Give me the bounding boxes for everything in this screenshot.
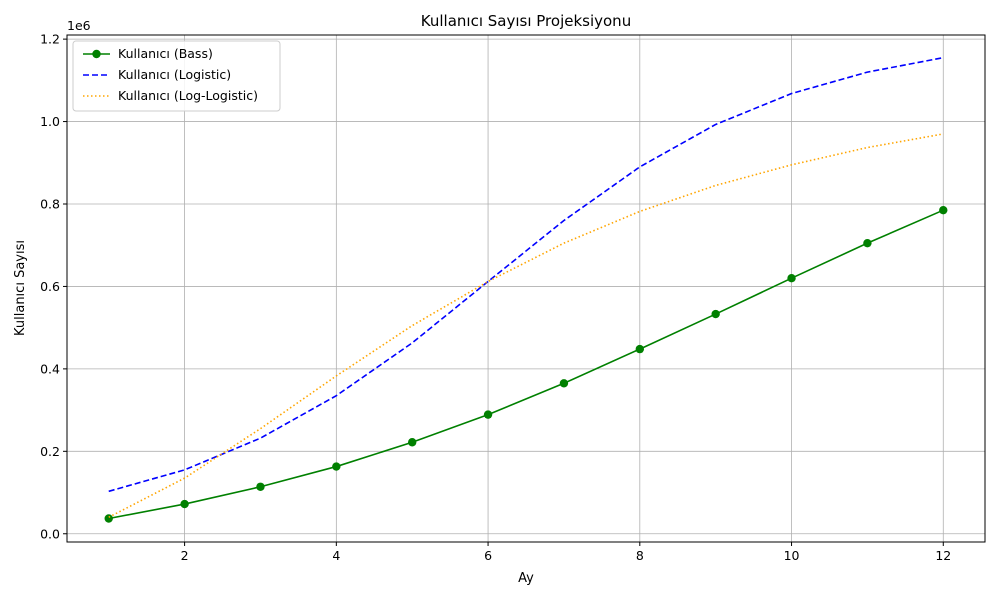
series-layer [104, 56, 948, 523]
data-point-bass [559, 379, 569, 388]
legend-label-bass: Kullanıcı (Bass) [118, 46, 213, 61]
data-point-bass [711, 309, 720, 319]
x-tick-label: 8 [636, 548, 644, 563]
legend-label-logistic: Kullanıcı (Logistic) [118, 67, 231, 82]
x-tick-label: 4 [332, 548, 340, 563]
series-line-logistic [108, 56, 944, 493]
x-tick-label: 2 [181, 548, 189, 563]
x-tick-label: 6 [484, 548, 492, 563]
chart-title: Kullanıcı Sayısı Projeksiyonu [421, 12, 631, 30]
x-tick-label: 12 [935, 548, 951, 563]
y-tick-label: 0.8 [40, 197, 60, 212]
y-tick-label: 0.0 [40, 526, 60, 541]
data-point-bass [863, 238, 872, 248]
data-point-bass [407, 438, 417, 447]
data-point-bass [939, 205, 948, 215]
data-point-bass [180, 499, 189, 509]
y-tick-label: 1.0 [40, 114, 60, 129]
data-point-bass [787, 273, 796, 283]
legend-label-log-logistic: Kullanıcı (Log-Logistic) [118, 88, 258, 103]
series-line-log-logistic [108, 133, 944, 518]
plot-frame [66, 34, 986, 543]
y-axis-offset-text: 1e6 [67, 18, 91, 33]
data-point-bass [332, 462, 341, 471]
axis-ticks: 2 4 6 8 10 12 0.0 0.2 0.4 0.6 0.8 1.0 1.2 [40, 32, 951, 563]
legend: Kullanıcı (Bass) Kullanıcı (Logistic) Ku… [72, 40, 281, 112]
y-tick-label: 0.6 [40, 279, 60, 294]
data-point-bass [635, 344, 645, 354]
y-tick-label: 1.2 [40, 32, 60, 47]
x-tick-label: 10 [784, 548, 800, 563]
y-axis-label: Kullanıcı Sayısı [13, 240, 28, 336]
grid [67, 35, 985, 542]
data-point-bass [483, 410, 493, 419]
legend-marker-bass [92, 49, 101, 59]
data-point-bass [256, 482, 265, 491]
series-line-bass [108, 209, 944, 520]
y-tick-label: 0.4 [40, 361, 60, 376]
y-tick-label: 0.2 [40, 444, 60, 459]
legend-box [72, 40, 281, 112]
x-axis-label: Ay [518, 571, 534, 586]
data-point-bass [104, 514, 113, 523]
